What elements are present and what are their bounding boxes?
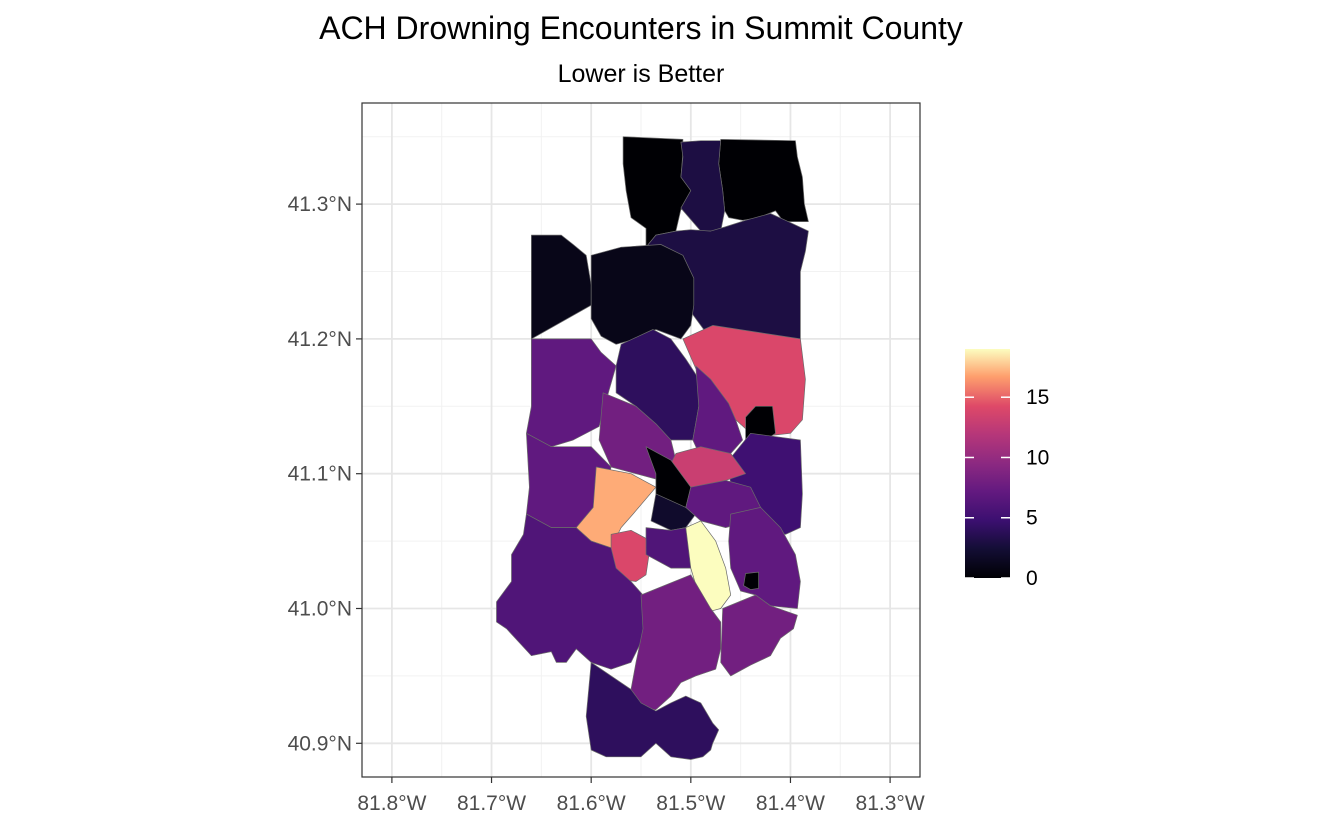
y-tick-label: 40.9°N	[288, 732, 352, 755]
x-tick-label: 81.7°W	[457, 792, 526, 815]
x-tick-label: 81.5°W	[656, 792, 725, 815]
map-title: ACH Drowning Encounters in Summit County	[319, 10, 963, 46]
region-central-dark	[650, 493, 697, 531]
x-axis: 81.8°W 81.7°W 81.6°W 81.5°W 81.4°W 81.3°W	[357, 777, 925, 815]
panel-border	[361, 102, 921, 778]
region-south-magenta	[630, 574, 722, 710]
region-ne-north	[718, 139, 809, 222]
map-subtitle: Lower is Better	[557, 60, 725, 88]
y-tick-label: 41.2°N	[288, 328, 352, 351]
y-axis: 40.9°N 41.0°N 41.1°N 41.2°N 41.3°N	[288, 193, 362, 755]
legend-colorbar	[965, 349, 1010, 578]
x-tick-label: 81.6°W	[557, 792, 626, 815]
x-tick-label: 81.3°W	[856, 792, 925, 815]
region-center-south-purple	[645, 527, 694, 569]
region-se-small-black	[743, 571, 759, 590]
region-south-navy	[585, 662, 720, 760]
y-tick-label: 41.3°N	[288, 193, 352, 216]
legend-label: 5	[1026, 507, 1038, 530]
region-polygons	[496, 136, 809, 760]
region-se-magenta	[720, 594, 798, 677]
legend: 0 5 10 15	[965, 349, 1049, 590]
legend-label: 10	[1026, 446, 1049, 469]
y-tick-label: 41.0°N	[288, 598, 352, 621]
region-nw-block	[531, 234, 592, 340]
legend-label: 0	[1026, 567, 1038, 590]
legend-label: 15	[1026, 386, 1049, 409]
region-west-upper	[526, 338, 617, 448]
region-north-center	[590, 244, 695, 345]
x-tick-label: 81.8°W	[357, 792, 426, 815]
x-tick-label: 81.4°W	[756, 792, 825, 815]
y-tick-label: 41.1°N	[288, 463, 352, 486]
region-north-middle	[680, 140, 726, 232]
